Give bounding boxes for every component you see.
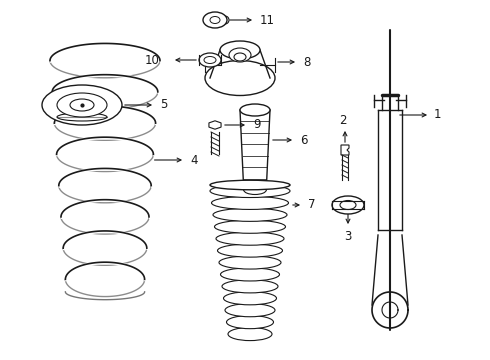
Ellipse shape — [228, 328, 272, 341]
Polygon shape — [341, 145, 349, 155]
Text: 11: 11 — [260, 13, 275, 27]
Ellipse shape — [226, 316, 273, 329]
Ellipse shape — [244, 185, 266, 194]
Ellipse shape — [223, 292, 276, 305]
Ellipse shape — [57, 113, 107, 121]
Ellipse shape — [215, 220, 286, 233]
Ellipse shape — [219, 256, 281, 269]
Ellipse shape — [42, 85, 122, 125]
Polygon shape — [209, 121, 221, 129]
Ellipse shape — [212, 196, 289, 210]
Ellipse shape — [229, 48, 251, 62]
Ellipse shape — [210, 17, 220, 23]
Ellipse shape — [225, 303, 275, 317]
Ellipse shape — [203, 12, 227, 28]
Text: 6: 6 — [300, 134, 308, 147]
Ellipse shape — [210, 184, 290, 198]
Ellipse shape — [216, 232, 284, 245]
Text: 1: 1 — [434, 108, 441, 122]
Text: 7: 7 — [308, 198, 316, 211]
Ellipse shape — [210, 180, 290, 190]
Text: 4: 4 — [190, 153, 197, 166]
Text: 8: 8 — [303, 55, 310, 68]
Ellipse shape — [204, 57, 216, 63]
Ellipse shape — [205, 60, 275, 95]
Ellipse shape — [234, 53, 246, 61]
Ellipse shape — [220, 41, 260, 59]
Polygon shape — [372, 292, 408, 328]
Text: 5: 5 — [160, 99, 168, 112]
Ellipse shape — [213, 208, 287, 221]
Ellipse shape — [220, 268, 279, 281]
Text: 10: 10 — [145, 54, 160, 67]
Ellipse shape — [218, 244, 283, 257]
Ellipse shape — [340, 201, 356, 210]
Text: 9: 9 — [253, 118, 261, 131]
Ellipse shape — [240, 104, 270, 116]
Ellipse shape — [332, 196, 364, 214]
Ellipse shape — [70, 99, 94, 111]
Text: 2: 2 — [339, 113, 347, 126]
Ellipse shape — [199, 53, 221, 67]
Text: 3: 3 — [344, 230, 352, 243]
Ellipse shape — [222, 280, 278, 293]
Ellipse shape — [221, 16, 229, 24]
Ellipse shape — [57, 93, 107, 117]
